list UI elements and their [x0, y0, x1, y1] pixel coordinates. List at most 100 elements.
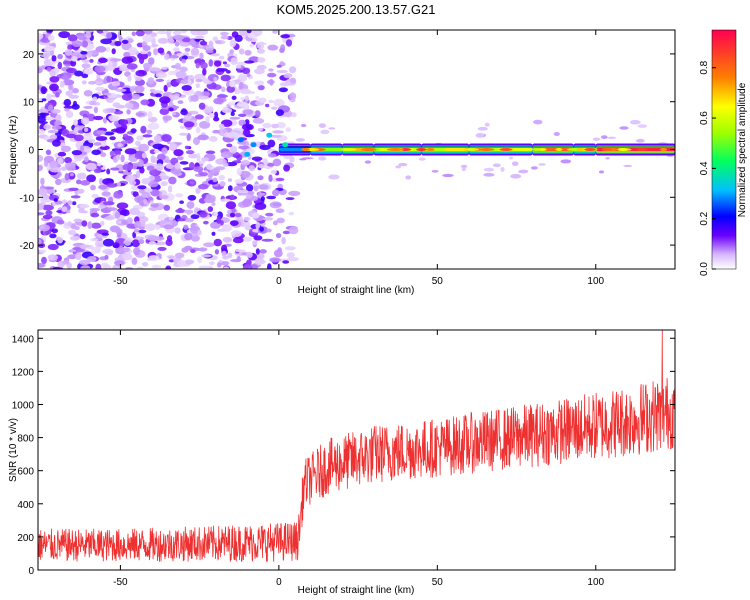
spectrogram-noise-mark [183, 224, 189, 230]
spectrogram-noise-mark [619, 126, 629, 130]
spectrogram-noise-mark [157, 246, 167, 251]
spectrogram-noise-mark [518, 169, 529, 174]
spectrogram-noise-mark [79, 244, 91, 248]
spectrogram-noise-mark [80, 145, 85, 152]
spectrogram-noise-mark [199, 120, 211, 129]
spectrogram-noise-mark [275, 208, 285, 213]
spectrogram-noise-mark [129, 207, 140, 216]
spectrogram-noise-mark [184, 145, 190, 150]
spectrogram-noise-mark [73, 134, 84, 142]
spectrogram-noise-mark [67, 200, 73, 205]
spectrogram-noise-mark [153, 149, 160, 154]
spectrogram-noise-mark [168, 176, 177, 185]
spectrogram-noise-mark [135, 77, 142, 82]
spectrogram-noise-mark [124, 102, 134, 109]
spectrogram-noise-mark [120, 140, 128, 145]
spectrogram-noise-mark [95, 263, 102, 269]
spectrogram-noise-mark [190, 94, 199, 102]
spectrogram-noise-mark [398, 162, 408, 167]
y-tick-label: 1200 [12, 367, 35, 378]
spectrogram-noise-mark [637, 124, 648, 128]
spectrogram-noise-mark [126, 109, 131, 115]
spectrogram-noise-mark [138, 159, 144, 167]
spectrogram-noise-mark [243, 216, 251, 222]
spectrogram-noise-mark [121, 39, 129, 45]
snr-series-line [38, 330, 675, 563]
spectrogram-noise-mark [103, 117, 107, 124]
spectrogram-noise-mark [198, 265, 211, 269]
spectrogram-noise-mark [252, 240, 258, 246]
spectrogram-noise-mark [38, 212, 45, 216]
spectrogram-noise-mark [135, 140, 141, 146]
spectrogram-noise-mark [105, 107, 116, 114]
spectrogram-noise-mark [39, 249, 47, 253]
spectrogram-noise-mark [56, 219, 65, 225]
spectrogram-noise-mark [213, 97, 224, 105]
spectrogram-noise-mark [461, 167, 466, 172]
spectrogram-noise-mark [71, 40, 83, 47]
spectrogram-noise-mark [226, 143, 233, 148]
signal-band-peak [499, 148, 513, 151]
spectrogram-noise-mark [65, 90, 73, 97]
colorbar-ticks: 0.0 0.2 0.4 0.6 0.8 [699, 60, 716, 276]
spectrogram-noise-mark [84, 156, 89, 163]
spectrogram-noise-mark [95, 86, 106, 92]
spectrogram-noise-mark [173, 47, 180, 52]
spectrogram-noise-mark [288, 66, 297, 74]
signal-band-peak [617, 148, 628, 151]
spectrogram-noise-mark [235, 64, 242, 69]
colorbar-gradient [711, 29, 737, 270]
spectrogram-noise-mark [66, 67, 77, 74]
spectrogram-noise-mark [277, 247, 283, 252]
spectrogram-noise-mark [86, 51, 93, 58]
spectrogram-noise-mark [246, 184, 254, 192]
spectrogram-marks [38, 30, 675, 269]
spectrogram-noise-mark [223, 266, 229, 269]
spectrogram-noise-mark [175, 208, 186, 214]
spectrogram-noise-mark [168, 94, 175, 99]
spectrogram-noise-mark [533, 119, 543, 125]
signal-band-peak [416, 148, 427, 151]
spectrogram-noise-mark [262, 217, 274, 221]
spectrogram-noise-mark [134, 85, 145, 94]
spectrogram-noise-mark [198, 183, 209, 190]
spectrogram-noise-mark [635, 138, 645, 143]
spectrogram-noise-mark [598, 170, 605, 174]
spectrogram-noise-mark [288, 190, 301, 197]
spectrogram-noise-mark [244, 49, 252, 56]
spectrogram-noise-mark [195, 126, 201, 134]
spectrogram-noise-mark [79, 233, 86, 240]
spectrogram-noise-mark [252, 118, 265, 124]
spectrogram-noise-mark [144, 30, 153, 35]
spectrogram-noise-mark [229, 49, 234, 54]
spectrogram-noise-mark [78, 221, 83, 227]
spectrogram-noise-mark [91, 149, 101, 156]
spectrogram-noise-mark [239, 48, 245, 55]
spectrogram-noise-mark [147, 77, 155, 85]
spectrogram-noise-mark [102, 30, 109, 34]
spectrogram-noise-mark [81, 80, 87, 85]
spectrogram-noise-mark [418, 157, 426, 161]
spectrogram-noise-mark [188, 74, 195, 81]
spectrogram-noise-mark [531, 166, 538, 170]
spectrogram-noise-mark [230, 112, 235, 116]
spectrogram-noise-mark [71, 201, 77, 206]
spectrogram-noise-mark [184, 209, 194, 214]
spectrogram-noise-mark [180, 109, 188, 116]
spectrogram-noise-mark [46, 66, 52, 72]
spectrogram-noise-mark [147, 51, 152, 57]
spectrogram-noise-mark [285, 197, 295, 201]
spectrogram-noise-mark [155, 78, 165, 82]
spectrogram-noise-mark [511, 161, 519, 166]
spectrogram-noise-mark [172, 34, 185, 41]
spectrogram-noise-mark [159, 194, 169, 200]
spectrogram-noise-mark [300, 123, 307, 128]
spectrogram-noise-mark [49, 160, 58, 169]
spectrogram-noise-mark [395, 165, 402, 169]
spectrogram-noise-mark [103, 92, 112, 96]
spectrogram-noise-mark [261, 238, 274, 242]
spectrogram-noise-mark [234, 79, 241, 83]
spectrogram-noise-mark [328, 174, 340, 180]
spectrogram-noise-mark [64, 49, 73, 56]
spectrogram-noise-mark [243, 236, 252, 242]
